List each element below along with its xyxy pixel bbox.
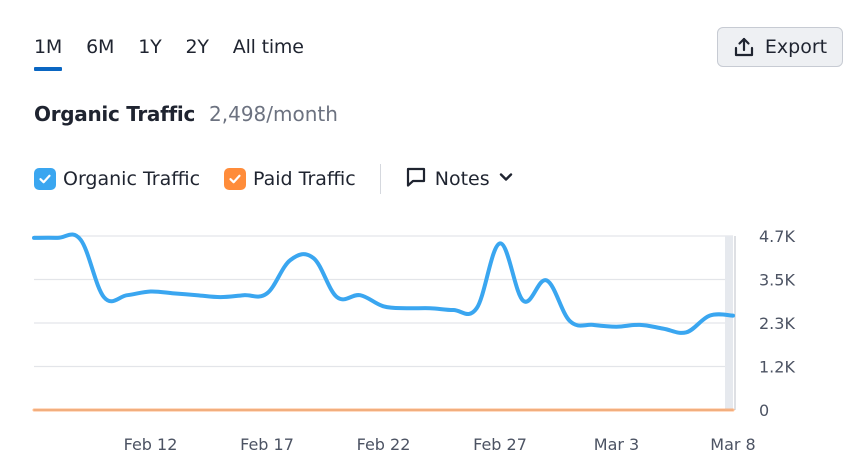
y-axis: 0 1.2K 2.3K 3.5K 4.7K — [759, 227, 795, 420]
x-axis: Feb 12 Feb 17 Feb 22 Feb 27 Mar 3 Mar 8 — [124, 435, 756, 454]
series-line-organic-traffic — [32, 232, 735, 335]
tab-1m[interactable]: 1M — [34, 34, 62, 71]
chevron-down-icon — [498, 168, 514, 190]
checkbox-checked-icon[interactable] — [224, 168, 247, 190]
y-tick-label: 3.5K — [759, 271, 795, 290]
notes-dropdown[interactable]: Notes — [405, 166, 514, 193]
comment-icon — [405, 166, 427, 193]
checkbox-checked-icon[interactable] — [34, 168, 56, 190]
export-button[interactable]: Export — [717, 27, 843, 67]
y-tick-label: 4.7K — [759, 227, 795, 246]
legend-organic-traffic[interactable]: Organic Traffic — [34, 168, 200, 190]
x-tick-label: Mar 3 — [594, 435, 639, 454]
x-tick-label: Feb 27 — [473, 435, 527, 454]
legend-paid-traffic[interactable]: Paid Traffic — [224, 168, 356, 190]
export-icon — [733, 36, 755, 58]
legend-paid-label: Paid Traffic — [253, 168, 356, 190]
notes-label: Notes — [434, 168, 490, 190]
x-tick-label: Feb 12 — [124, 435, 178, 454]
x-tick-label: Feb 17 — [240, 435, 294, 454]
range-tabs: 1M 6M 1Y 2Y All time — [34, 34, 328, 71]
y-tick-label: 2.3K — [759, 314, 795, 333]
y-tick-label: 0 — [759, 401, 769, 420]
chart-series — [32, 232, 735, 412]
metric-heading: Organic Traffic 2,498/month — [34, 102, 338, 126]
metric-title: Organic Traffic — [34, 102, 196, 126]
chart-grid — [34, 235, 736, 411]
x-tick-label: Mar 8 — [710, 435, 755, 454]
x-tick-label: Feb 22 — [357, 435, 411, 454]
chart-legend: Organic Traffic Paid Traffic Notes — [34, 164, 514, 194]
chart-hover-band — [725, 236, 733, 410]
metric-value: 2,498/month — [209, 102, 338, 126]
tab-1y[interactable]: 1Y — [138, 36, 162, 58]
tab-6m[interactable]: 6M — [86, 36, 115, 58]
y-tick-label: 1.2K — [759, 358, 795, 377]
tab-2y[interactable]: 2Y — [185, 36, 209, 58]
export-label: Export — [764, 36, 828, 58]
legend-divider — [379, 164, 381, 194]
tab-all-time[interactable]: All time — [232, 36, 304, 58]
legend-organic-label: Organic Traffic — [63, 168, 201, 190]
